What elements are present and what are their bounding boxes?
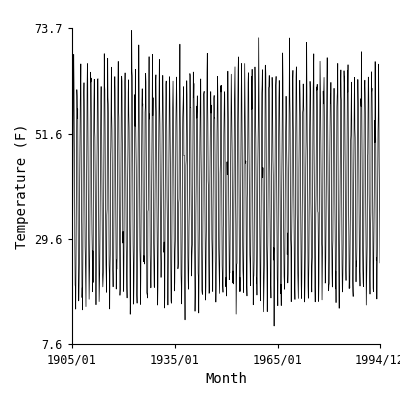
- X-axis label: Month: Month: [205, 372, 247, 386]
- Y-axis label: Temperature (F): Temperature (F): [15, 123, 29, 249]
